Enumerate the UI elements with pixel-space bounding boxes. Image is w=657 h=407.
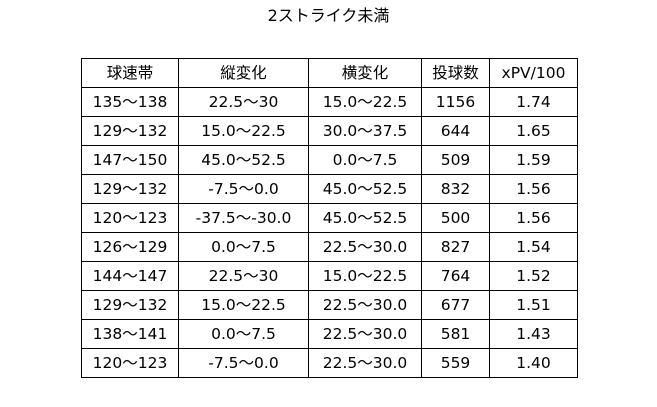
table-header-row: 球速帯 縦変化 横変化 投球数 xPV/100 — [81, 58, 578, 88]
column-header-vertical-break: 縦変化 — [178, 58, 309, 88]
table-row: 138～141 0.0～7.5 22.5～30.0 581 1.43 — [81, 319, 578, 349]
table-cell: 22.5～30.0 — [308, 348, 422, 378]
results-table: 球速帯 縦変化 横変化 投球数 xPV/100 135～138 22.5～30 … — [81, 58, 578, 378]
table-cell: 1.56 — [489, 174, 578, 204]
table-cell: 15.0～22.5 — [178, 290, 309, 320]
table-cell: 147～150 — [81, 145, 179, 175]
table-cell: 500 — [421, 203, 490, 233]
table-cell: 22.5～30.0 — [308, 290, 422, 320]
table-cell: 764 — [421, 261, 490, 291]
table-cell: 15.0～22.5 — [178, 116, 309, 146]
table-cell: 1.43 — [489, 319, 578, 349]
table-cell: 45.0～52.5 — [308, 174, 422, 204]
table-cell: 30.0～37.5 — [308, 116, 422, 146]
column-header-horizontal-break: 横変化 — [308, 58, 422, 88]
table-cell: 15.0～22.5 — [308, 87, 422, 117]
table-row: 135～138 22.5～30 15.0～22.5 1156 1.74 — [81, 87, 578, 117]
table-cell: 15.0～22.5 — [308, 261, 422, 291]
table-cell: 1.54 — [489, 232, 578, 262]
table-cell: 1.65 — [489, 116, 578, 146]
table-cell: 129～132 — [81, 174, 179, 204]
table-row: 126～129 0.0～7.5 22.5～30.0 827 1.54 — [81, 232, 578, 262]
table-cell: -7.5～0.0 — [178, 174, 309, 204]
table-cell: 677 — [421, 290, 490, 320]
table-cell: 138～141 — [81, 319, 179, 349]
table-cell: 1.52 — [489, 261, 578, 291]
page-title: 2ストライク未満 — [267, 6, 390, 25]
table-cell: 0.0～7.5 — [308, 145, 422, 175]
table-row: 129～132 15.0～22.5 22.5～30.0 677 1.51 — [81, 290, 578, 320]
table-cell: 0.0～7.5 — [178, 232, 309, 262]
table-cell: 832 — [421, 174, 490, 204]
table-cell: 1.51 — [489, 290, 578, 320]
table-cell: 129～132 — [81, 290, 179, 320]
table-cell: 135～138 — [81, 87, 179, 117]
table-cell: 22.5～30.0 — [308, 319, 422, 349]
table-cell: 644 — [421, 116, 490, 146]
table-cell: 120～123 — [81, 203, 179, 233]
table-cell: 1.59 — [489, 145, 578, 175]
column-header-pitch-count: 投球数 — [421, 58, 490, 88]
table-cell: 559 — [421, 348, 490, 378]
table-cell: 509 — [421, 145, 490, 175]
table-cell: 22.5～30 — [178, 261, 309, 291]
table-cell: 45.0～52.5 — [308, 203, 422, 233]
table-cell: 581 — [421, 319, 490, 349]
table-cell: 129～132 — [81, 116, 179, 146]
table-cell: 827 — [421, 232, 490, 262]
table-cell: 0.0～7.5 — [178, 319, 309, 349]
table-cell: -37.5～-30.0 — [178, 203, 309, 233]
table-row: 144～147 22.5～30 15.0～22.5 764 1.52 — [81, 261, 578, 291]
table-cell: 144～147 — [81, 261, 179, 291]
table-cell: -7.5～0.0 — [178, 348, 309, 378]
table-row: 129～132 15.0～22.5 30.0～37.5 644 1.65 — [81, 116, 578, 146]
table-cell: 126～129 — [81, 232, 179, 262]
table-cell: 1.74 — [489, 87, 578, 117]
table-row: 120～123 -37.5～-30.0 45.0～52.5 500 1.56 — [81, 203, 578, 233]
column-header-xpv-per-100: xPV/100 — [489, 58, 578, 88]
table-cell: 22.5～30 — [178, 87, 309, 117]
column-header-speed-range: 球速帯 — [81, 58, 179, 88]
table-cell: 1.40 — [489, 348, 578, 378]
table-cell: 1.56 — [489, 203, 578, 233]
table-row: 129～132 -7.5～0.0 45.0～52.5 832 1.56 — [81, 174, 578, 204]
table-cell: 45.0～52.5 — [178, 145, 309, 175]
table-row: 120～123 -7.5～0.0 22.5～30.0 559 1.40 — [81, 348, 578, 378]
table-cell: 22.5～30.0 — [308, 232, 422, 262]
table-cell: 1156 — [421, 87, 490, 117]
table-cell: 120～123 — [81, 348, 179, 378]
table-row: 147～150 45.0～52.5 0.0～7.5 509 1.59 — [81, 145, 578, 175]
